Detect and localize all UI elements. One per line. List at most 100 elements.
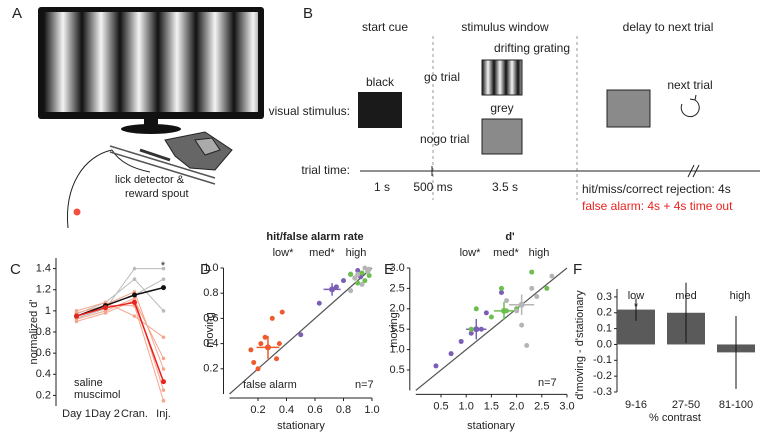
point	[279, 309, 285, 315]
point	[132, 266, 137, 271]
mean-point	[501, 307, 507, 314]
y-tick-label: 2.5	[390, 282, 405, 294]
trial-label: nogo trial	[420, 132, 469, 146]
y-tick-label: 0.0	[597, 338, 612, 350]
significance: *	[161, 260, 166, 272]
point	[161, 277, 166, 281]
trial-diagram	[358, 36, 760, 200]
stimulus-label: grey	[490, 101, 513, 115]
y-tick-label: 0.3	[597, 291, 612, 303]
point	[359, 281, 365, 287]
time-label: 3.5 s	[492, 180, 518, 194]
point	[248, 347, 254, 353]
y-axis-label: normalized d'	[28, 299, 40, 364]
point	[468, 330, 474, 336]
y-tick-label: 0.2	[36, 389, 51, 401]
y-tick-label: 1.0	[390, 344, 405, 356]
point	[483, 310, 489, 316]
legend-entry: high	[529, 247, 550, 259]
point	[498, 285, 504, 291]
x-tick-label: 3.0	[559, 400, 574, 412]
annotation: lick detector &	[115, 174, 185, 186]
x-tick-label: 0.8	[336, 404, 351, 416]
legend-entry: muscimol	[74, 389, 120, 401]
point	[352, 275, 358, 281]
chart-title: d'	[505, 231, 515, 243]
legend-entry: low*	[273, 247, 295, 259]
point	[161, 388, 166, 392]
y-axis-label: moving	[204, 312, 216, 347]
point	[498, 289, 504, 295]
point	[274, 356, 280, 362]
panel-label: B	[303, 5, 313, 22]
x-tick-label: 1.0	[459, 400, 474, 412]
point	[504, 298, 510, 304]
point	[74, 309, 79, 313]
point	[366, 266, 372, 272]
group-label: high	[730, 290, 751, 302]
annotation: n=7	[538, 377, 557, 389]
point	[362, 278, 368, 284]
legend-entry: low*	[460, 247, 482, 259]
y-axis-label: d'moving - d'stationary	[574, 290, 586, 400]
point	[519, 322, 525, 328]
y-tick-label: 0.8	[36, 326, 51, 338]
point	[262, 334, 268, 340]
x-tick-label: 1.5	[484, 400, 499, 412]
point	[355, 268, 361, 274]
point	[366, 273, 372, 279]
mean-point	[473, 326, 480, 333]
mean-point	[264, 344, 271, 351]
point	[448, 351, 454, 357]
point	[333, 284, 339, 290]
point	[529, 285, 535, 291]
y-tick-label: 0.4	[36, 368, 51, 380]
x-tick-label: 0.5	[433, 400, 448, 412]
point	[132, 292, 137, 298]
x-tick-label: Cran.	[121, 408, 148, 420]
panel-label: A	[12, 5, 22, 22]
y-tick-label: 0.1	[597, 323, 612, 335]
point	[161, 309, 166, 313]
time-label: 500 ms	[413, 180, 452, 194]
y-tick-label: -0.1	[593, 354, 612, 366]
x-tick-label: 0.4	[279, 404, 294, 416]
y-tick-label: 2.0	[390, 303, 405, 315]
series-line	[76, 301, 164, 338]
stimulus-label: black	[366, 75, 395, 89]
y-tick-label: 1.4	[36, 262, 51, 274]
legend-entry: high	[346, 247, 367, 259]
y-tick-label: 0.6	[203, 312, 218, 324]
point	[362, 265, 368, 271]
time-label: hit/miss/correct rejection: 4s	[582, 182, 731, 196]
point	[161, 367, 166, 371]
x-tick-label: 27-50	[672, 399, 700, 411]
x-tick-label: 0.6	[307, 404, 322, 416]
series-line	[76, 268, 164, 319]
point	[359, 270, 365, 276]
point	[298, 332, 304, 338]
point	[458, 338, 464, 344]
x-tick-label: 2.0	[509, 400, 524, 412]
point	[161, 266, 166, 271]
panel-label: F	[573, 261, 582, 278]
point	[514, 308, 520, 314]
point	[132, 277, 137, 281]
point	[488, 314, 494, 320]
y-tick-label: -0.3	[593, 386, 612, 398]
point	[348, 288, 354, 294]
row-label: trial time:	[301, 163, 350, 177]
x-axis-label: stationary	[467, 420, 515, 432]
phase-label: start cue	[362, 20, 408, 34]
y-tick-label: 0.4	[203, 338, 218, 350]
point	[251, 360, 257, 365]
point	[534, 294, 540, 300]
point	[355, 280, 361, 286]
point	[255, 366, 261, 372]
series-line	[76, 286, 164, 317]
panel-label: E	[384, 261, 394, 278]
x-tick-label: Day 1	[62, 408, 91, 420]
phase-label: delay to next trial	[623, 20, 714, 34]
x-tick-label: 81-100	[719, 399, 753, 411]
